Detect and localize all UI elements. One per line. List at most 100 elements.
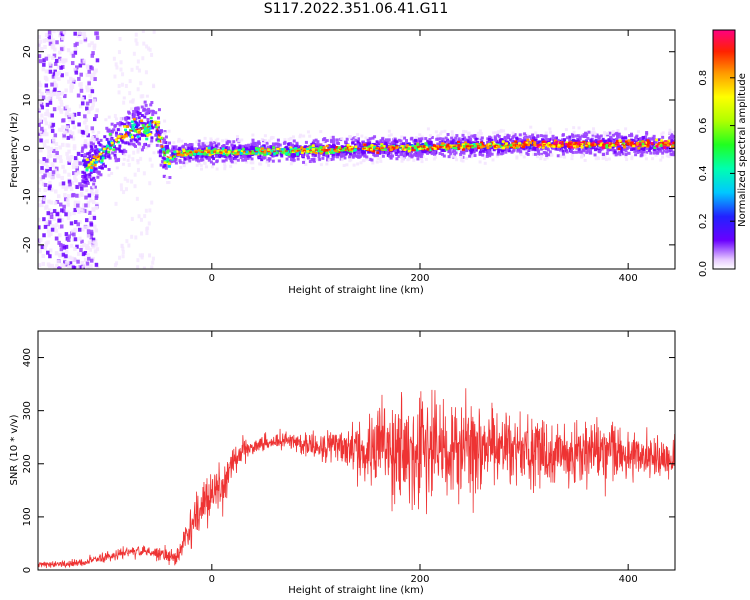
spectral-cell (446, 138, 450, 142)
spectral-cell (469, 151, 473, 155)
spectral-cell (100, 159, 104, 162)
spectral-cell (127, 133, 131, 137)
spectral-cell (313, 153, 317, 157)
spectral-cell (71, 136, 76, 141)
spectral-cell (545, 141, 549, 145)
spectral-cell (611, 133, 615, 137)
spectral-cell (142, 122, 146, 126)
spectral-cell (40, 245, 45, 250)
spectral-cell (161, 156, 165, 160)
spectral-cell (76, 200, 81, 205)
spectral-cell (343, 151, 347, 155)
spectral-cell (140, 119, 144, 123)
spectral-cell (42, 143, 47, 148)
spectral-cell (502, 129, 506, 133)
spectral-cell (69, 134, 73, 139)
spectral-cell (139, 145, 143, 150)
spectral-cell (389, 148, 393, 151)
spectral-cell (57, 252, 62, 257)
spectral-cell (634, 153, 638, 157)
spectral-cell (478, 160, 482, 164)
spectral-cell (267, 163, 271, 167)
spectral-cell (579, 150, 583, 154)
spectral-cell (505, 147, 509, 151)
spectral-cell (293, 153, 297, 157)
spectral-cell (156, 125, 160, 129)
spectral-cell (46, 262, 51, 267)
spectral-cell (586, 136, 590, 140)
spectral-cell (39, 46, 44, 51)
spectral-cell (146, 117, 150, 121)
spectral-cell (381, 154, 385, 158)
spectral-cell (95, 137, 99, 141)
spectral-cell (84, 203, 88, 208)
spectral-cell (67, 160, 71, 165)
spectral-cell (519, 139, 523, 143)
spectral-cell (150, 136, 154, 140)
spectral-cell (73, 227, 77, 232)
spectral-cell (514, 140, 518, 143)
spectral-cell (219, 146, 223, 150)
spectral-cell (136, 110, 140, 114)
spectral-cell (272, 146, 276, 149)
spectral-cell (221, 159, 225, 163)
spectral-cell (108, 132, 112, 136)
spectral-cell (49, 146, 54, 151)
spectral-cell (325, 139, 329, 143)
spectral-cell (72, 146, 77, 151)
spectral-cell (274, 142, 278, 146)
spectral-cell (47, 30, 52, 35)
spectral-cell (59, 127, 64, 132)
spectral-cell (317, 143, 321, 147)
spectral-cell (83, 175, 87, 179)
spectral-cell (462, 144, 466, 148)
spectral-cell (355, 149, 359, 153)
spectral-cell (602, 146, 606, 150)
spectral-cell (563, 155, 567, 159)
spectral-cell (302, 148, 306, 151)
spectral-cell (296, 153, 300, 156)
spectral-cell (42, 233, 46, 238)
spectral-cell (404, 142, 408, 146)
spectral-cell (121, 72, 125, 77)
spectral-cell (337, 150, 341, 154)
spectral-cell (174, 157, 178, 161)
spectral-cell (84, 125, 89, 130)
spectral-cell (451, 154, 455, 158)
spectral-cell (158, 135, 162, 139)
spectral-cell (176, 139, 180, 143)
spectral-cell (654, 147, 658, 151)
spectral-cell (120, 122, 124, 126)
spectral-cell (204, 154, 208, 158)
spectral-cell (88, 247, 92, 252)
spectral-cell (391, 154, 395, 158)
spectral-cell (325, 148, 329, 152)
spectral-cell (40, 113, 44, 118)
spectral-cell (426, 148, 430, 151)
spectral-cell (38, 187, 41, 192)
spectral-cell (504, 143, 508, 147)
spectral-cell (630, 143, 634, 147)
spectral-cell (472, 148, 476, 152)
spectral-cell (136, 133, 140, 137)
spectral-cell (64, 72, 69, 77)
spectral-cell (464, 138, 468, 142)
spectral-cell (289, 146, 293, 150)
spectral-cell (76, 251, 81, 256)
spectral-cell (171, 157, 175, 161)
spectral-cell (172, 159, 176, 163)
spectral-cell (289, 148, 293, 152)
spectral-cell (44, 69, 49, 74)
colorbar-tick-label: 0.2 (698, 213, 709, 229)
spectral-cell (207, 157, 211, 161)
spectral-cell (636, 143, 640, 146)
spectral-cell (133, 184, 137, 189)
spectral-cell (67, 79, 71, 84)
spectral-cell (75, 168, 79, 173)
spectral-cell (86, 265, 90, 269)
spectral-cell (70, 82, 74, 87)
spectral-cell (332, 141, 336, 145)
spectral-cell (56, 259, 60, 264)
spectral-cell (637, 130, 641, 134)
spectral-cell (197, 139, 201, 143)
